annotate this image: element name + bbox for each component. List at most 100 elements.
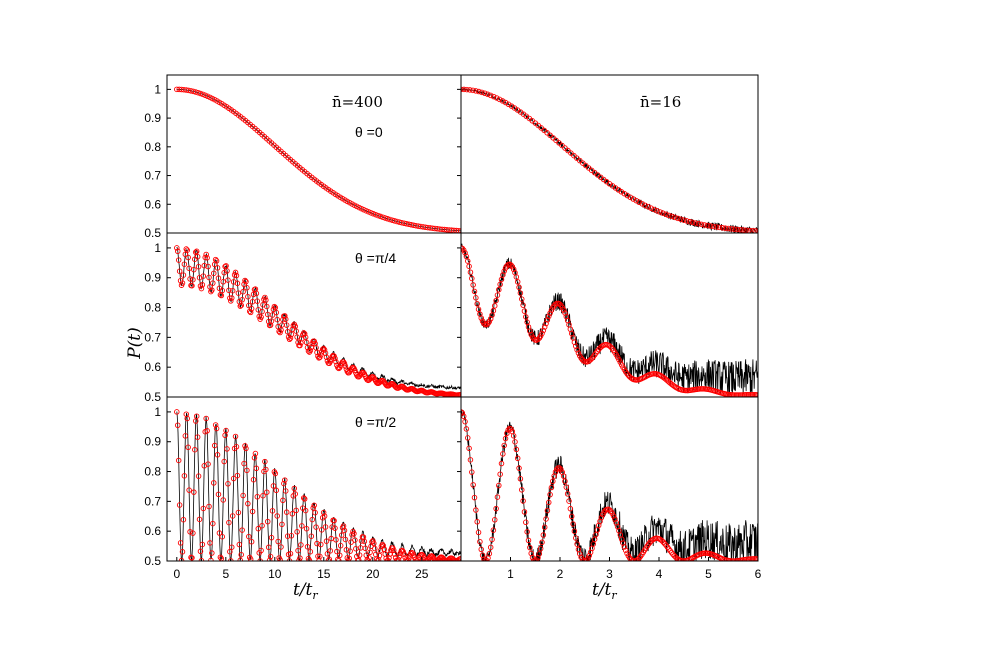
theory-point	[713, 224, 720, 230]
theory-point	[223, 263, 229, 269]
theory-point	[281, 480, 287, 487]
theory-point	[362, 545, 369, 552]
theory-point	[707, 223, 714, 229]
theory-point	[678, 216, 684, 222]
theory-point	[214, 452, 221, 458]
theory-point	[318, 352, 324, 358]
theory-point	[263, 297, 269, 303]
theory-point	[321, 513, 328, 519]
theory-point	[269, 508, 276, 514]
ytick-label: 0.5	[144, 226, 161, 240]
theory-point	[482, 90, 488, 96]
theory-point	[489, 536, 495, 543]
theory-point	[567, 505, 574, 512]
theory-point	[463, 426, 470, 432]
theory-point	[543, 516, 549, 522]
plot-area-r2c1	[174, 245, 461, 397]
theory-point	[238, 302, 244, 309]
theory-point	[189, 555, 195, 561]
theory-point	[324, 551, 331, 557]
theory-point	[239, 527, 245, 533]
theory-point	[268, 534, 275, 541]
theory-point	[541, 524, 548, 530]
theory-point	[347, 548, 353, 554]
theory-point	[219, 533, 226, 540]
theory-point	[574, 541, 580, 547]
theory-point	[203, 415, 209, 422]
theory-point	[284, 533, 291, 539]
theory-point	[520, 302, 526, 308]
annotation-theta-r1c1: θ =0	[355, 124, 383, 140]
theory-point	[648, 205, 654, 211]
theory-point	[497, 471, 503, 477]
panel-r1c2: n̄=16	[460, 74, 759, 234]
theory-point	[323, 354, 330, 360]
theory-point	[577, 551, 583, 557]
theory-point	[587, 356, 594, 363]
theory-point	[246, 533, 252, 540]
theory-point	[297, 555, 303, 561]
axes-frame-r1c1	[166, 74, 462, 234]
theory-point	[205, 461, 211, 467]
theory-point	[612, 516, 618, 522]
theory-point	[262, 294, 268, 301]
theory-point	[218, 292, 225, 299]
theory-point	[235, 290, 242, 296]
theory-point	[662, 541, 668, 547]
theory-point	[560, 307, 567, 313]
theory-point	[517, 476, 524, 482]
theory-point	[562, 478, 568, 484]
theory-point	[289, 511, 296, 517]
theory-point	[240, 288, 246, 295]
theory-point	[494, 292, 501, 298]
theory-point	[210, 280, 216, 286]
theory-point	[536, 551, 543, 557]
theory-point	[282, 313, 288, 319]
theory-point	[512, 439, 518, 445]
xtick-label: 6	[755, 567, 762, 581]
theory-point	[282, 477, 288, 483]
xlabel-right: t/tr	[592, 580, 617, 602]
theory-point	[651, 206, 657, 213]
theory-point	[494, 494, 501, 500]
theory-point	[627, 194, 634, 201]
theory-point	[306, 557, 313, 561]
ytick-label: 1	[154, 405, 161, 419]
theory-point	[322, 524, 329, 530]
theory-point	[295, 547, 301, 554]
theory-point	[293, 328, 299, 334]
theory-point	[236, 541, 243, 548]
theory-point	[286, 336, 293, 343]
theory-point	[496, 286, 502, 293]
theory-series-r2c1	[174, 245, 461, 397]
ytick-label: 0.5	[144, 390, 161, 404]
theory-point	[462, 250, 468, 256]
theory-point	[333, 537, 339, 543]
theory-point	[219, 287, 226, 294]
theory-point	[499, 98, 506, 104]
theory-point	[204, 255, 210, 261]
theory-point	[182, 433, 189, 439]
theory-point	[262, 458, 268, 465]
theory-point	[524, 529, 530, 535]
theory-point	[520, 498, 526, 504]
theory-point	[498, 460, 505, 467]
theory-point	[191, 266, 197, 273]
theory-point	[513, 274, 520, 280]
theory-point	[659, 538, 665, 544]
theory-point	[486, 318, 493, 325]
theory-point	[467, 87, 473, 93]
theory-point	[548, 484, 555, 491]
theory-point	[510, 433, 517, 439]
theory-point	[571, 528, 578, 534]
theory-point	[223, 427, 229, 434]
theory-point	[465, 258, 471, 264]
theory-point	[342, 363, 349, 369]
theory-point	[501, 442, 507, 449]
theory-point	[610, 513, 617, 519]
theory-point	[728, 226, 735, 232]
theory-point	[195, 473, 202, 479]
plot-area-r1c1	[174, 86, 461, 233]
xlabel-left: t/tr	[293, 580, 318, 602]
theory-point	[493, 505, 499, 512]
